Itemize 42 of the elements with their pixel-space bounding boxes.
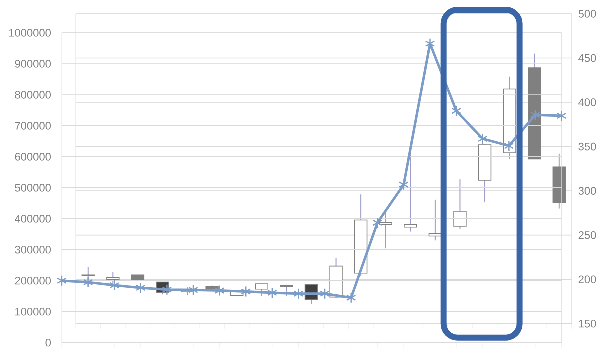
point <box>57 275 67 287</box>
point <box>320 288 330 300</box>
y-tick-label: 350 <box>578 142 596 151</box>
point <box>241 286 252 298</box>
point <box>188 284 198 296</box>
point <box>556 110 567 122</box>
y-tick-label: 250 <box>578 232 596 240</box>
y-tick-label: 200 <box>578 276 596 284</box>
y-tick-label: 500000 <box>15 184 52 192</box>
y-tick-label: 0 <box>46 339 52 347</box>
point <box>294 288 304 300</box>
y-tick-label: 150 <box>579 320 596 328</box>
y-tick-label: 300 <box>578 187 596 196</box>
y-tick-label: 600000 <box>15 153 52 161</box>
point <box>425 38 436 50</box>
y-tick-label: 100000 <box>16 308 52 316</box>
point <box>346 292 356 304</box>
y-tick-label: 400000 <box>15 215 52 223</box>
point <box>162 284 172 296</box>
candlestick <box>428 199 442 242</box>
point <box>399 179 409 190</box>
point <box>530 110 540 121</box>
point <box>452 106 462 117</box>
y-tick-label: 900000 <box>15 60 52 68</box>
point <box>372 217 383 229</box>
y-tick-label: 450 <box>578 54 596 62</box>
point <box>478 133 488 145</box>
point <box>110 280 120 292</box>
candlestick <box>280 284 294 297</box>
point <box>136 282 146 294</box>
point <box>268 287 278 299</box>
point <box>83 276 94 288</box>
y-tick-label: 400 <box>578 98 596 106</box>
point <box>504 140 514 152</box>
y-tick-label: 300000 <box>15 246 52 254</box>
candlestick <box>454 179 467 230</box>
y-tick-label: 500 <box>578 10 596 18</box>
y-tick-label: 800000 <box>15 91 52 99</box>
y-tick-label: 200000 <box>15 277 52 285</box>
y-tick-label: 700000 <box>15 122 52 130</box>
point <box>214 285 225 296</box>
y-tick-label: 1000000 <box>9 29 52 37</box>
